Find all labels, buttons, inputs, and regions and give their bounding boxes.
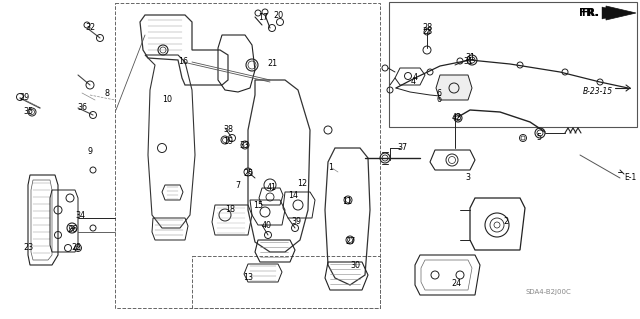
Text: 16: 16 [178, 57, 188, 66]
Text: 32: 32 [85, 24, 95, 33]
Text: 28: 28 [422, 27, 432, 36]
Text: E-1: E-1 [624, 174, 636, 182]
Text: 23: 23 [23, 243, 33, 253]
Text: 29: 29 [20, 93, 30, 102]
Text: 24: 24 [451, 279, 461, 288]
Text: 35: 35 [23, 108, 33, 116]
Text: 8: 8 [104, 88, 109, 98]
Text: 40: 40 [262, 220, 272, 229]
Text: 36: 36 [77, 103, 87, 113]
Text: 38: 38 [223, 125, 233, 135]
Text: 9: 9 [88, 147, 93, 157]
Text: 37: 37 [397, 144, 407, 152]
Text: 13: 13 [243, 273, 253, 283]
Text: 42: 42 [452, 113, 462, 122]
Polygon shape [436, 75, 472, 100]
Text: 25: 25 [243, 168, 253, 177]
Text: 15: 15 [253, 201, 263, 210]
Text: 39: 39 [291, 218, 301, 226]
Text: 3: 3 [465, 174, 470, 182]
Text: SDA4-B2J00C: SDA4-B2J00C [526, 289, 572, 295]
Text: 31: 31 [465, 53, 475, 62]
Text: 20: 20 [273, 11, 283, 19]
Text: 18: 18 [225, 205, 235, 214]
Text: 17: 17 [258, 12, 268, 21]
Text: 41: 41 [267, 183, 277, 192]
Text: 26: 26 [67, 226, 77, 234]
Text: 30: 30 [350, 262, 360, 271]
Text: 11: 11 [342, 197, 352, 205]
Text: 19: 19 [223, 137, 233, 145]
Text: 27: 27 [345, 236, 355, 246]
Text: 10: 10 [162, 95, 172, 105]
Text: 4: 4 [413, 73, 417, 83]
Text: FR.: FR. [581, 8, 599, 18]
Text: 34: 34 [75, 211, 85, 219]
Text: 31: 31 [463, 57, 473, 66]
Text: 5: 5 [536, 133, 541, 143]
Text: 28: 28 [422, 24, 432, 33]
Text: 4: 4 [410, 78, 415, 86]
Text: 6: 6 [436, 95, 442, 105]
Text: B-23-15: B-23-15 [583, 87, 613, 97]
Polygon shape [606, 6, 636, 20]
Text: 14: 14 [288, 190, 298, 199]
Polygon shape [602, 7, 632, 19]
Text: 1: 1 [328, 164, 333, 173]
Text: 6: 6 [436, 88, 442, 98]
Text: 12: 12 [297, 179, 307, 188]
Text: 2: 2 [504, 218, 509, 226]
Text: FR.: FR. [579, 8, 598, 18]
Text: 33: 33 [239, 140, 249, 150]
Text: 22: 22 [72, 242, 82, 251]
Text: 7: 7 [236, 181, 241, 189]
Text: 21: 21 [267, 58, 277, 68]
